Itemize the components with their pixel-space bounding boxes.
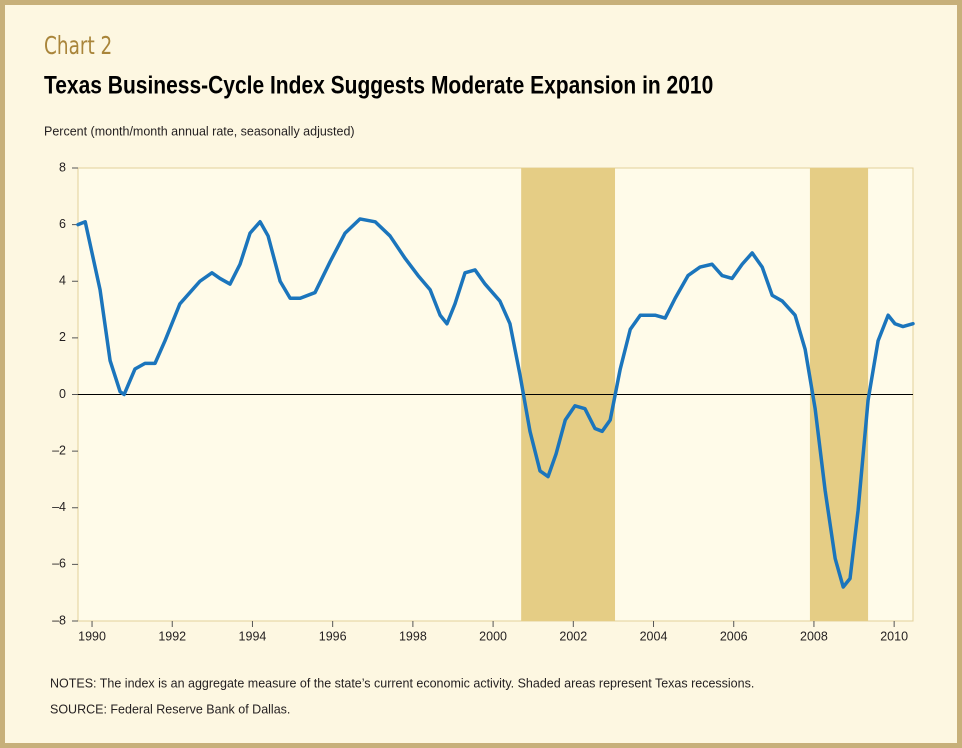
x-tick-label: 2010	[880, 629, 908, 643]
y-tick-label: 0	[59, 387, 66, 401]
y-tick-label: –8	[52, 613, 66, 627]
x-tick-label: 2004	[640, 629, 668, 643]
source: SOURCE: Federal Reserve Bank of Dallas.	[50, 702, 290, 716]
index-line	[76, 217, 915, 589]
y-axis-label: Percent (month/month annual rate, season…	[44, 124, 355, 138]
y-tick-label: –6	[52, 557, 66, 571]
x-tick-label: 2008	[800, 629, 828, 643]
x-tick-label: 2000	[479, 629, 507, 643]
x-tick-label: 1996	[319, 629, 347, 643]
chart-title: Texas Business-Cycle Index Suggests Mode…	[44, 71, 713, 99]
y-tick-label: 4	[59, 274, 66, 288]
y-tick-label: 2	[59, 330, 66, 344]
notes: NOTES: The index is an aggregate measure…	[50, 676, 754, 690]
x-tick-label: 1998	[399, 629, 427, 643]
y-tick-label: –4	[52, 500, 66, 514]
x-tick-label: 1990	[78, 629, 106, 643]
x-tick-label: 1992	[158, 629, 186, 643]
x-tick-label: 2002	[559, 629, 587, 643]
y-tick-label: 6	[59, 217, 66, 231]
y-tick-label: –2	[52, 443, 66, 457]
chart-kicker: Chart 2	[44, 32, 112, 60]
x-tick-label: 1994	[239, 629, 267, 643]
y-tick-label: 8	[59, 160, 66, 174]
x-tick-label: 2006	[720, 629, 748, 643]
